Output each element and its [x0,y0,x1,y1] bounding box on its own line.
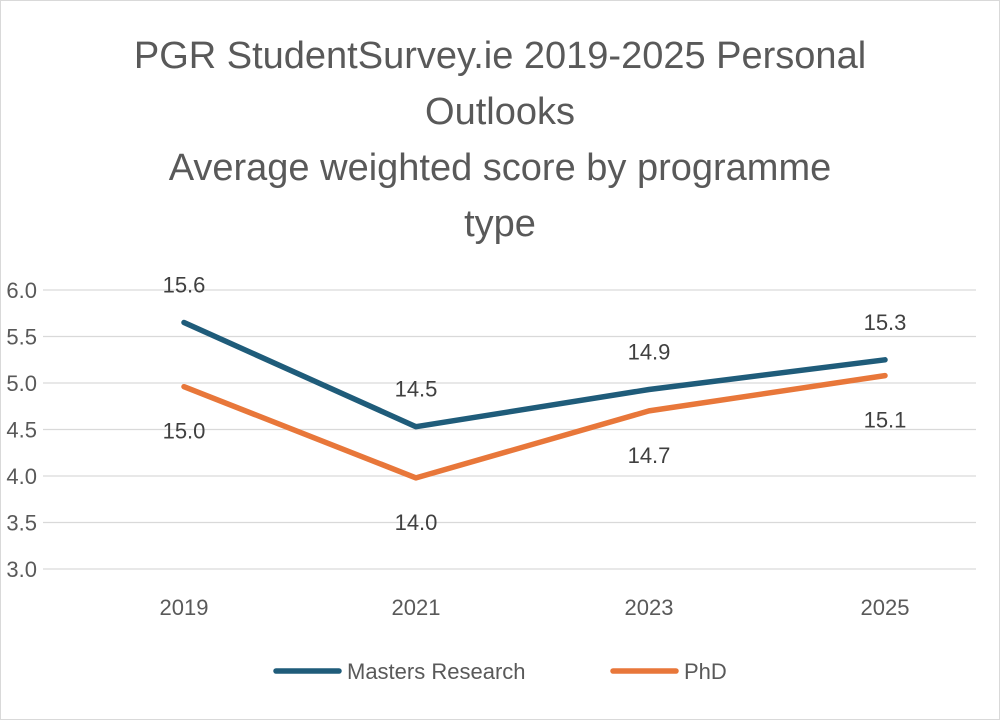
chart-title: PGR StudentSurvey.ie 2019-2025 Personal O… [134,35,866,245]
chart-title-line-2: Outlooks [425,91,575,133]
chart-title-line-1: PGR StudentSurvey.ie 2019-2025 Personal [134,35,866,77]
y-tick-label: 5.5 [6,325,37,350]
legend-label: PhD [684,659,727,684]
x-tick-label: 2025 [861,595,910,620]
legend-item-masters-research: Masters Research [273,659,526,684]
data-labels: 15.6 14.5 14.9 15.3 15.0 14.0 14.7 15.1 [163,273,907,535]
data-label: 15.3 [864,310,907,335]
gridlines [43,289,976,570]
x-tick-label: 2023 [625,595,674,620]
y-tick-label: 4.5 [6,418,37,443]
legend-label: Masters Research [347,659,526,684]
y-axis-tick-labels: 6.0 5.5 5.0 4.5 4.0 3.5 3.0 [6,278,37,582]
data-label: 14.7 [628,443,671,468]
x-tick-label: 2021 [392,595,441,620]
data-label: 14.5 [395,377,438,402]
chart-title-line-3: Average weighted score by programme [169,147,832,189]
y-tick-label: 3.0 [6,557,37,582]
series-lines [181,319,888,481]
series-line-masters-research [181,319,888,430]
data-label: 15.1 [864,408,907,433]
data-label: 14.9 [628,340,671,365]
y-tick-label: 3.5 [6,511,37,536]
y-tick-label: 6.0 [6,278,37,303]
data-label: 15.6 [163,273,206,298]
legend: Masters Research PhD [273,659,727,684]
x-axis-tick-labels: 2019 2021 2023 2025 [160,595,910,620]
y-tick-label: 4.0 [6,464,37,489]
x-tick-label: 2019 [160,595,209,620]
data-label: 14.0 [395,510,438,535]
series-line-phd [181,372,888,481]
data-label: 15.0 [163,419,206,444]
legend-item-phd: PhD [610,659,727,684]
chart-title-line-4: type [464,203,536,245]
y-tick-label: 5.0 [6,371,37,396]
